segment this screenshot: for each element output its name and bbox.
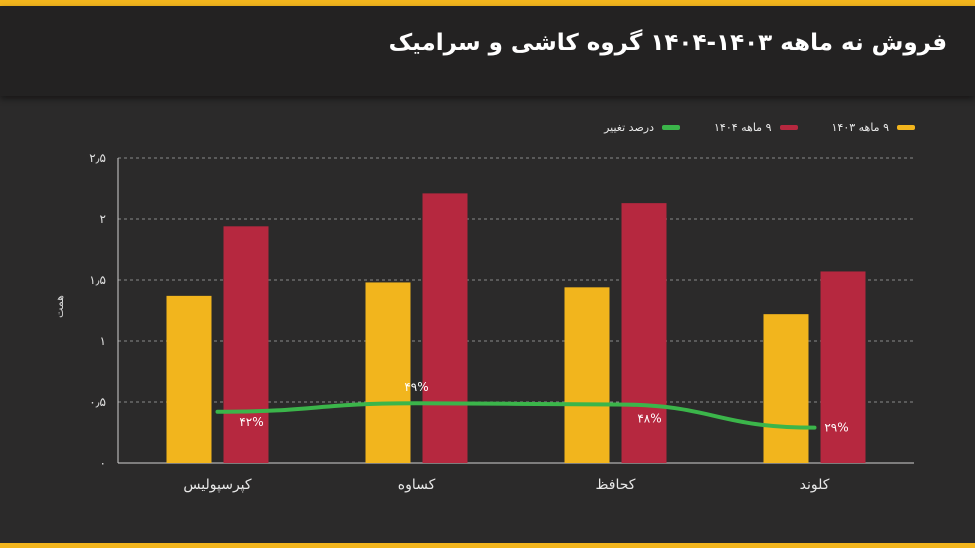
change-label: ۲۹% <box>824 421 848 435</box>
legend-label-1404: ۹ ماهه ۱۴۰۴ <box>714 121 772 134</box>
bar-1403 <box>564 287 610 463</box>
bar-1403 <box>166 295 212 463</box>
legend-item-change: درصد تغییر <box>604 121 680 134</box>
x-tick-label: کساوه <box>398 477 436 493</box>
bar-1404 <box>621 203 667 463</box>
change-label: ۴۹% <box>404 380 428 394</box>
y-tick-label: ۰ <box>100 456 106 470</box>
y-tick-label: ۰٫۵ <box>89 395 106 409</box>
legend-label-change: درصد تغییر <box>604 121 654 134</box>
bottom-accent-bar <box>0 543 975 548</box>
legend-swatch-1404 <box>779 125 798 130</box>
legend-item-1404: ۹ ماهه ۱۴۰۴ <box>714 121 798 134</box>
legend-item-1403: ۹ ماهه ۱۴۰۳ <box>831 121 915 134</box>
x-tick-label: کپرسپولیس <box>183 477 251 493</box>
legend-swatch-change <box>662 125 680 130</box>
y-tick-label: ۱٫۵ <box>89 273 106 287</box>
y-tick-label: ۲ <box>100 212 106 226</box>
bar-1404 <box>223 226 269 463</box>
y-tick-label: ۱ <box>100 334 106 348</box>
legend-label-1403: ۹ ماهه ۱۴۰۳ <box>831 121 890 134</box>
x-tick-label: کلوند <box>800 477 830 493</box>
bar-1403 <box>763 314 809 463</box>
header: فروش نه ماهه ۱۴۰۳-۱۴۰۴ گروه کاشی و سرامی… <box>0 6 975 96</box>
x-tick-label: کحافظ <box>596 477 636 493</box>
legend-swatch-1403 <box>897 125 915 130</box>
change-label: ۴۲% <box>239 415 263 429</box>
change-label: ۴۸% <box>637 411 661 425</box>
bar-1403 <box>365 282 411 463</box>
top-accent-bar <box>0 0 975 6</box>
bar-1404 <box>422 193 468 463</box>
bar-1404 <box>820 271 866 463</box>
y-tick-label: ۲٫۵ <box>89 151 106 165</box>
chart-legend: ۹ ماهه ۱۴۰۳ ۹ ماهه ۱۴۰۴ درصد تغییر <box>604 121 915 134</box>
change-line <box>215 401 817 430</box>
page-title: فروش نه ماهه ۱۴۰۳-۱۴۰۴ گروه کاشی و سرامی… <box>388 30 947 56</box>
